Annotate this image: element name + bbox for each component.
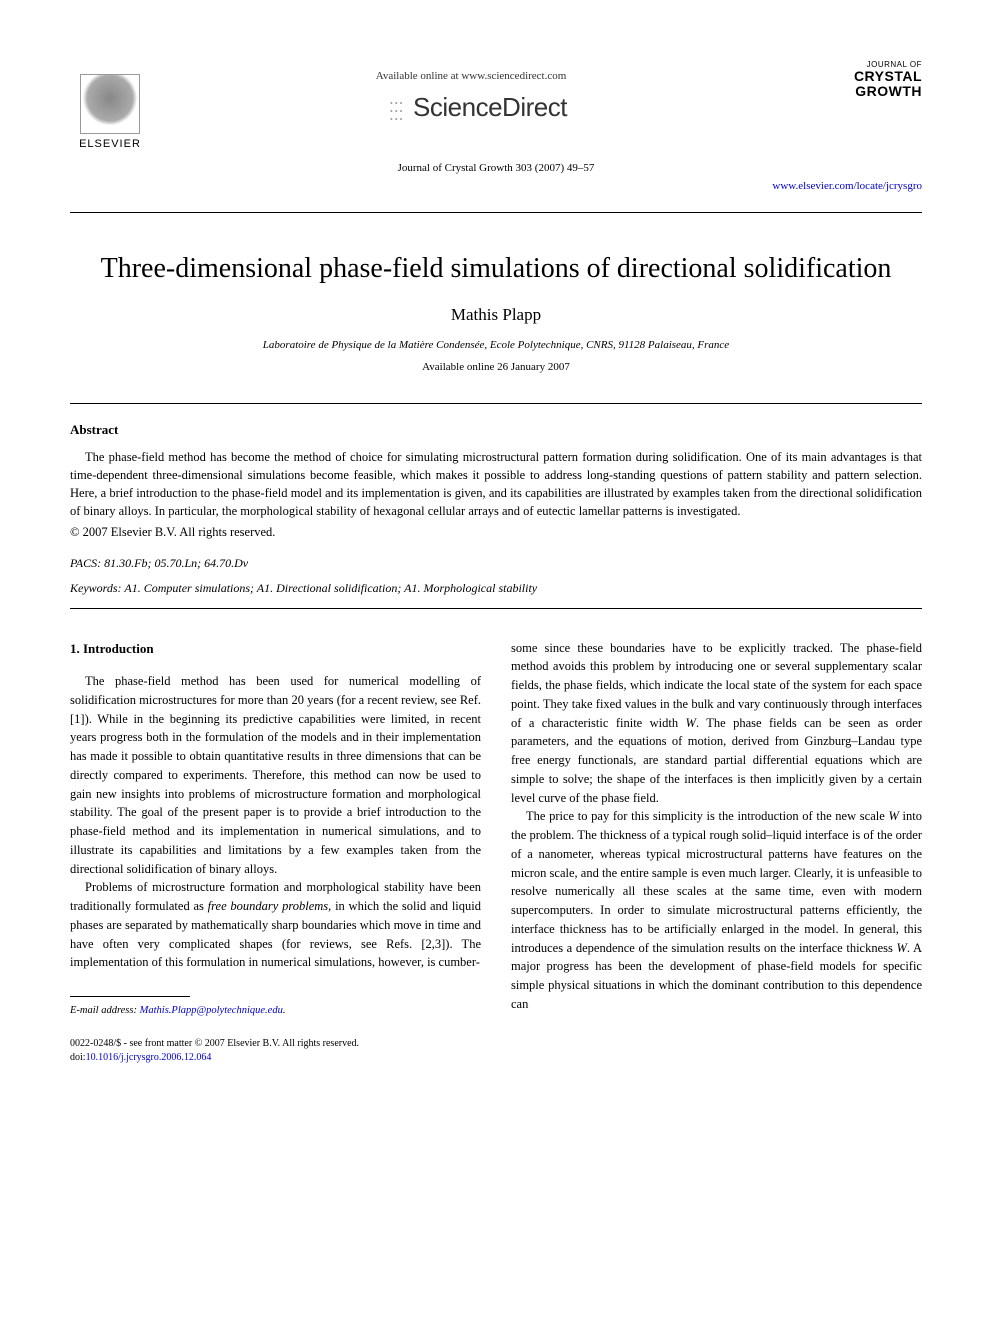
front-matter-line: 0022-0248/$ - see front matter © 2007 El… [70, 1037, 481, 1051]
available-online-text: Available online at www.sciencedirect.co… [150, 70, 792, 82]
top-rule [70, 212, 922, 213]
header-bar: ELSEVIER Available online at www.science… [70, 60, 922, 150]
doi-label: doi: [70, 1052, 86, 1063]
abstract-text: The phase-field method has become the me… [70, 448, 922, 521]
elsevier-logo: ELSEVIER [70, 60, 150, 150]
abstract-copyright: © 2007 Elsevier B.V. All rights reserved… [70, 525, 922, 540]
doi-line: doi:10.1016/j.jcrysgro.2006.12.064 [70, 1051, 481, 1065]
footnote-dot: . [283, 1005, 286, 1016]
pacs-line: PACS: 81.30.Fb; 05.70.Ln; 64.70.Dv [70, 556, 922, 571]
bottom-info: 0022-0248/$ - see front matter © 2007 El… [70, 1037, 481, 1065]
col2-p2-W2: W [896, 941, 906, 955]
affiliation: Laboratoire de Physique de la Matière Co… [70, 339, 922, 351]
col2-p2-W1: W [888, 809, 898, 823]
intro-para-1: The phase-field method has been used for… [70, 672, 481, 878]
keywords-text: A1. Computer simulations; A1. Directiona… [124, 581, 537, 595]
elsevier-tree-icon [80, 74, 140, 134]
col2-p2a: The price to pay for this simplicity is … [526, 809, 888, 823]
center-header: Available online at www.sciencedirect.co… [150, 60, 792, 124]
abstract-rule-top [70, 403, 922, 404]
body-columns: 1. Introduction The phase-field method h… [70, 639, 922, 1065]
intro-p1-text: The phase-field method has been used for… [70, 674, 481, 876]
col2-p1-W1: W [686, 716, 696, 730]
doi-link[interactable]: 10.1016/j.jcrysgro.2006.12.064 [86, 1052, 212, 1063]
pacs-label: PACS: [70, 556, 101, 570]
sciencedirect-text: ScienceDirect [413, 92, 567, 122]
available-date: Available online 26 January 2007 [70, 361, 922, 373]
footnote-rule [70, 996, 190, 997]
journal-name-2: GROWTH [792, 84, 922, 99]
footnote-email-link[interactable]: Mathis.Plapp@polytechnique.edu [140, 1005, 283, 1016]
footnote-label: E-mail address: [70, 1005, 137, 1016]
journal-url-link[interactable]: www.elsevier.com/locate/jcrysgro [772, 180, 922, 192]
col2-p2b: into the problem. The thickness of a typ… [511, 809, 922, 954]
pacs-codes: 81.30.Fb; 05.70.Ln; 64.70.Dv [104, 556, 248, 570]
keywords-label: Keywords: [70, 581, 122, 595]
journal-link-container: www.elsevier.com/locate/jcrysgro [70, 180, 922, 192]
elsevier-label: ELSEVIER [79, 138, 141, 150]
sciencedirect-logo: ScienceDirect [150, 92, 792, 124]
abstract-heading: Abstract [70, 422, 922, 438]
intro-para-2: Problems of microstructure formation and… [70, 878, 481, 972]
intro-para-2-cont: some since these boundaries have to be e… [511, 639, 922, 808]
footnote: E-mail address: Mathis.Plapp@polytechniq… [70, 1003, 481, 1019]
intro-para-3: The price to pay for this simplicity is … [511, 807, 922, 1013]
sciencedirect-dots-icon [375, 100, 405, 124]
section-1-heading: 1. Introduction [70, 639, 481, 659]
intro-p2-italic: free boundary problems [208, 899, 329, 913]
journal-citation: Journal of Crystal Growth 303 (2007) 49–… [70, 162, 922, 174]
author-name: Mathis Plapp [70, 305, 922, 325]
abstract-rule-bottom [70, 608, 922, 609]
column-left: 1. Introduction The phase-field method h… [70, 639, 481, 1065]
journal-name-1: CRYSTAL [792, 69, 922, 84]
journal-logo: JOURNAL OF CRYSTAL GROWTH [792, 60, 922, 100]
column-right: some since these boundaries have to be e… [511, 639, 922, 1065]
paper-title: Three-dimensional phase-field simulation… [70, 253, 922, 285]
keywords-line: Keywords: A1. Computer simulations; A1. … [70, 581, 922, 596]
